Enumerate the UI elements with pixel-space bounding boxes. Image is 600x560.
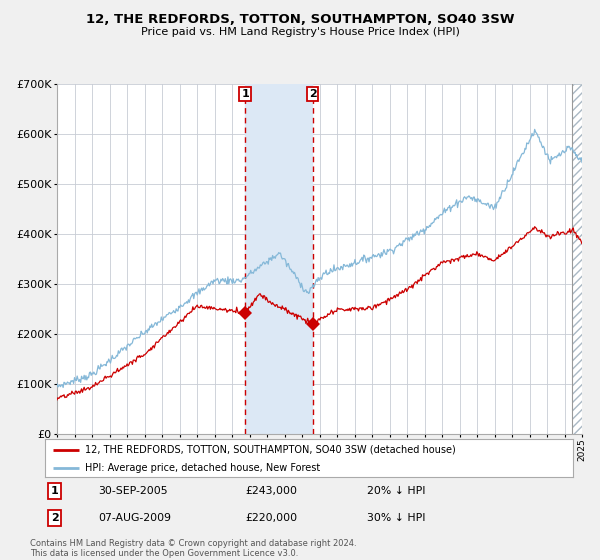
Text: 2: 2	[308, 89, 316, 99]
Bar	[245, 84, 313, 434]
Text: £220,000: £220,000	[245, 513, 298, 523]
Text: 2: 2	[50, 513, 58, 523]
Text: 1: 1	[241, 89, 249, 99]
Text: 1: 1	[50, 486, 58, 496]
Text: £243,000: £243,000	[245, 486, 298, 496]
Text: 12, THE REDFORDS, TOTTON, SOUTHAMPTON, SO40 3SW (detached house): 12, THE REDFORDS, TOTTON, SOUTHAMPTON, S…	[85, 445, 455, 455]
Text: Contains HM Land Registry data © Crown copyright and database right 2024.
This d: Contains HM Land Registry data © Crown c…	[30, 539, 356, 558]
Bar	[572, 84, 583, 434]
Text: HPI: Average price, detached house, New Forest: HPI: Average price, detached house, New …	[85, 463, 320, 473]
Text: 30% ↓ HPI: 30% ↓ HPI	[367, 513, 425, 523]
Bar	[572, 84, 583, 434]
Text: 12, THE REDFORDS, TOTTON, SOUTHAMPTON, SO40 3SW: 12, THE REDFORDS, TOTTON, SOUTHAMPTON, S…	[86, 13, 514, 26]
Text: 07-AUG-2009: 07-AUG-2009	[98, 513, 171, 523]
Text: 30-SEP-2005: 30-SEP-2005	[98, 486, 167, 496]
Text: Price paid vs. HM Land Registry's House Price Index (HPI): Price paid vs. HM Land Registry's House …	[140, 27, 460, 37]
Text: 20% ↓ HPI: 20% ↓ HPI	[367, 486, 425, 496]
